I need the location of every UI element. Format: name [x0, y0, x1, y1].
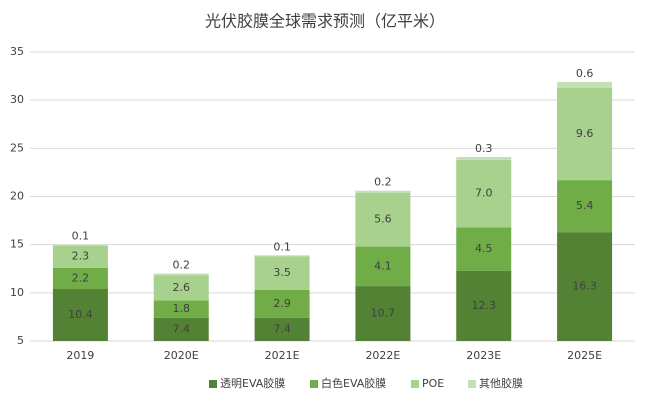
x-tick-label: 2022E: [365, 349, 400, 362]
bar-segment: [52, 267, 108, 289]
data-label: 5.4: [576, 199, 594, 212]
bar-segment: [456, 227, 512, 271]
bar-segment: [355, 190, 411, 193]
bar-segment: [456, 157, 512, 160]
bar-segment: [557, 232, 613, 341]
data-label: 0.3: [475, 142, 493, 155]
legend-swatch: [209, 380, 217, 388]
bar-segment: [153, 273, 209, 276]
y-tick-label: 15: [10, 238, 24, 251]
y-tick-label: 5: [17, 334, 24, 347]
legend-label: 透明EVA胶膜: [220, 376, 285, 390]
bar-segment: [355, 246, 411, 287]
bar-segment: [153, 317, 209, 341]
legend-label: 其他胶膜: [479, 376, 523, 390]
bar-segment: [557, 87, 613, 181]
legend-label: 白色EVA胶膜: [321, 376, 386, 390]
x-tick-label: 2019: [66, 349, 94, 362]
x-tick-label: 2021E: [265, 349, 300, 362]
x-tick-label: 2025E: [567, 349, 602, 362]
data-label: 10.4: [68, 308, 93, 321]
data-label: 7.4: [273, 322, 291, 335]
data-label: 9.6: [576, 127, 594, 140]
x-tick-label: 2023E: [466, 349, 501, 362]
chart-title: 光伏胶膜全球需求预测（亿平米）: [205, 12, 445, 31]
bar-segment: [456, 270, 512, 341]
bar-segment: [557, 180, 613, 233]
data-label: 2.9: [273, 297, 291, 310]
bar-segment: [254, 289, 310, 318]
legend-label: POE: [422, 377, 444, 390]
data-label: 3.5: [273, 266, 291, 279]
data-label: 4.5: [475, 242, 493, 255]
data-label: 16.3: [572, 280, 597, 293]
data-label: 7.4: [173, 322, 191, 335]
data-label: 2.3: [72, 250, 90, 263]
bar-segment: [254, 317, 310, 341]
data-label: 0.1: [273, 240, 291, 253]
bar-segment: [355, 192, 411, 247]
bar-segment: [355, 286, 411, 341]
data-label: 0.1: [72, 230, 90, 243]
bar-segment: [254, 255, 310, 257]
y-tick-label: 10: [10, 286, 24, 299]
legend-swatch: [411, 380, 419, 388]
bar-segment: [153, 275, 209, 301]
data-label: 0.6: [576, 67, 594, 80]
data-label: 4.1: [374, 259, 392, 272]
data-label: 7.0: [475, 187, 493, 200]
x-tick-label: 2020E: [164, 349, 199, 362]
data-label: 12.3: [472, 299, 497, 312]
legend-swatch: [310, 380, 318, 388]
bar-segment: [52, 245, 108, 268]
data-label: 2.6: [173, 281, 191, 294]
y-tick-label: 25: [10, 141, 24, 154]
y-tick-label: 30: [10, 93, 24, 106]
y-tick-label: 20: [10, 190, 24, 203]
data-label: 1.8: [173, 302, 191, 315]
data-label: 10.7: [371, 307, 396, 320]
bar-segment: [557, 81, 613, 88]
data-label: 0.2: [173, 259, 191, 272]
bar-segment: [254, 256, 310, 290]
bar-segment: [52, 288, 108, 341]
data-label: 0.2: [374, 176, 392, 189]
legend-swatch: [468, 380, 476, 388]
bar-segment: [52, 244, 108, 246]
bar-segment: [153, 300, 209, 318]
y-tick-label: 35: [10, 45, 24, 58]
bar-segment: [456, 159, 512, 228]
data-label: 2.2: [72, 271, 90, 284]
data-label: 5.6: [374, 213, 392, 226]
